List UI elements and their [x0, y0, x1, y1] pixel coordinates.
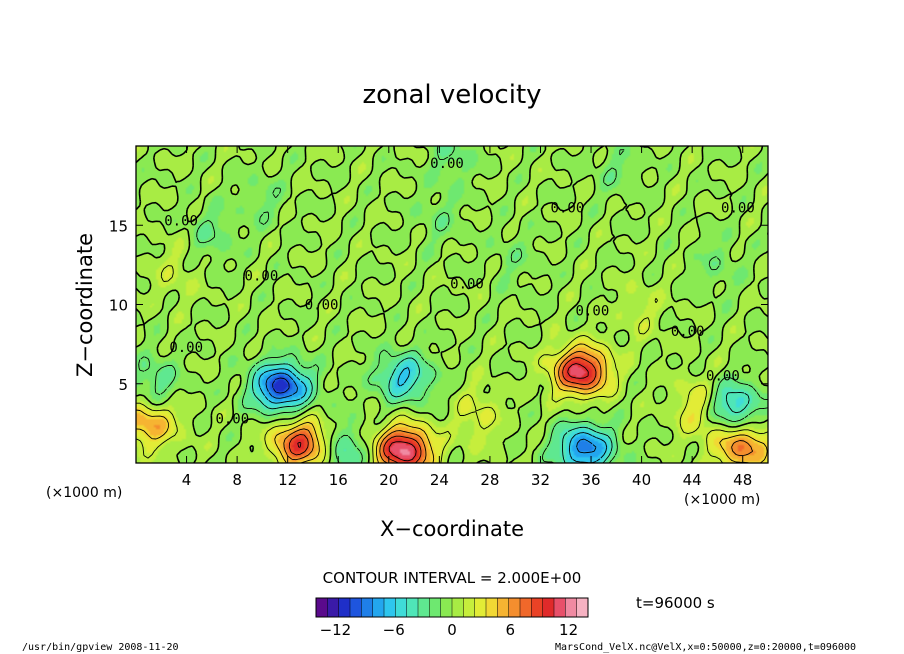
x-tick-label: 20: [379, 471, 398, 489]
contour-level-neg6: [258, 367, 608, 463]
x-tick-label: 48: [733, 471, 752, 489]
x-tick-label: 12: [278, 471, 297, 489]
colorbar-swatch: [338, 598, 351, 617]
contour-level-pos2: [136, 265, 768, 463]
y-axis-title: Z−coordinate: [73, 233, 97, 377]
x-tick-label: 8: [232, 471, 242, 489]
colorbar-swatch: [350, 598, 362, 617]
y-tick-label: 5: [118, 376, 128, 394]
contour-labels: 0.00 0.00 0.00 0.00 0.00 0.00 0.00 0.00 0.00 0.00…: [164, 156, 755, 427]
colorbar-swatch: [384, 598, 396, 617]
contour-label: 0.00: [576, 304, 610, 320]
colorbar-swatch: [395, 598, 408, 617]
x-unit-left: (×1000 m): [46, 485, 122, 501]
x-unit-right: (×1000 m): [684, 492, 760, 508]
x-axis-ticks: 4 8 12 16 20 24 28 32 36 40 44 48: [182, 146, 752, 489]
contour-label: 0.00: [430, 156, 464, 172]
contour-label: 0.00: [169, 340, 203, 356]
colorbar-swatch: [440, 598, 453, 617]
colorbar-frame: [315, 597, 589, 618]
y-axis-ticks: 5 10 15: [109, 217, 768, 394]
contour-label: 0.00: [450, 277, 484, 293]
x-tick-label: 4: [182, 471, 192, 489]
colorbar-tick-label: 0: [447, 621, 457, 639]
colorbar: [315, 597, 589, 618]
contour-level-pos4: [136, 343, 768, 463]
contour-level-pos6: [283, 350, 754, 463]
colorbar-ticks: −12 −6 0 6 12: [320, 621, 579, 639]
contour-level-pos0: [136, 146, 768, 463]
colorbar-swatch: [542, 598, 555, 617]
colorbar-tick-label: −12: [320, 621, 352, 639]
contour-level-neg8: [265, 372, 597, 454]
contour-label: 0.00: [305, 297, 339, 313]
colorbar-swatch: [520, 598, 532, 617]
y-tick-label: 15: [109, 217, 128, 235]
x-tick-label: 16: [329, 471, 348, 489]
x-tick-label: 36: [581, 471, 600, 489]
contour-label: 0.00: [706, 369, 740, 385]
contour-label: 0.00: [671, 324, 705, 340]
colorbar-tick-label: −6: [383, 621, 405, 639]
contour-interval-text: CONTOUR INTERVAL = 2.000E+00: [323, 569, 582, 587]
footer-right: MarsCond_VelX.nc@VelX,x=0:50000,z=0:2000…: [555, 642, 856, 653]
time-text: t=96000 s: [636, 594, 715, 612]
colorbar-swatch: [508, 598, 521, 617]
x-tick-label: 28: [480, 471, 499, 489]
colorbar-swatch: [497, 598, 510, 617]
contour-level-neg10: [272, 377, 290, 394]
colorbar-swatch: [531, 598, 544, 617]
colorbar-tick-label: 12: [559, 621, 578, 639]
colorbar-swatch: [418, 598, 430, 617]
colorbar-swatch: [486, 598, 498, 617]
footer-left: /usr/bin/gpview 2008-11-20: [22, 642, 179, 653]
plot-area: 0.00 0.00 0.00 0.00 0.00 0.00 0.00 0.00 0.00 0.00…: [135, 145, 769, 464]
velocity-field-image: [136, 146, 768, 463]
colorbar-swatch: [316, 598, 328, 617]
contour-level-neg4: [252, 357, 750, 463]
x-tick-label: 32: [531, 471, 550, 489]
contour-level-pos8: [288, 357, 597, 463]
x-tick-label: 40: [632, 471, 651, 489]
colorbar-swatch: [474, 598, 487, 617]
x-axis-title: X−coordinate: [380, 517, 524, 541]
colorbar-swatch: [554, 598, 566, 617]
colorbar-swatch: [406, 598, 419, 617]
x-tick-label: 24: [430, 471, 449, 489]
colorbar-swatch: [361, 598, 374, 617]
colorbar-swatch: [429, 598, 442, 617]
contour-level-pos10: [297, 363, 589, 462]
colorbar-swatch: [372, 598, 385, 617]
x-tick-label: 44: [683, 471, 702, 489]
colorbar-swatch: [463, 598, 476, 617]
colorbar-swatch: [565, 598, 578, 617]
chart-title: zonal velocity: [362, 80, 541, 110]
y-tick-label: 10: [109, 297, 128, 315]
colorbar-swatch: [452, 598, 464, 617]
contour-label: 0.00: [721, 201, 755, 217]
colorbar-swatch: [327, 598, 340, 617]
contour-label: 0.00: [245, 269, 279, 285]
contour-label: 0.00: [551, 201, 585, 217]
colorbar-swatch: [576, 598, 589, 617]
contour-label: 0.00: [164, 213, 198, 229]
contour-label: 0.00: [215, 411, 249, 427]
colorbar-tick-label: 6: [506, 621, 516, 639]
contour-lines: [136, 146, 768, 463]
